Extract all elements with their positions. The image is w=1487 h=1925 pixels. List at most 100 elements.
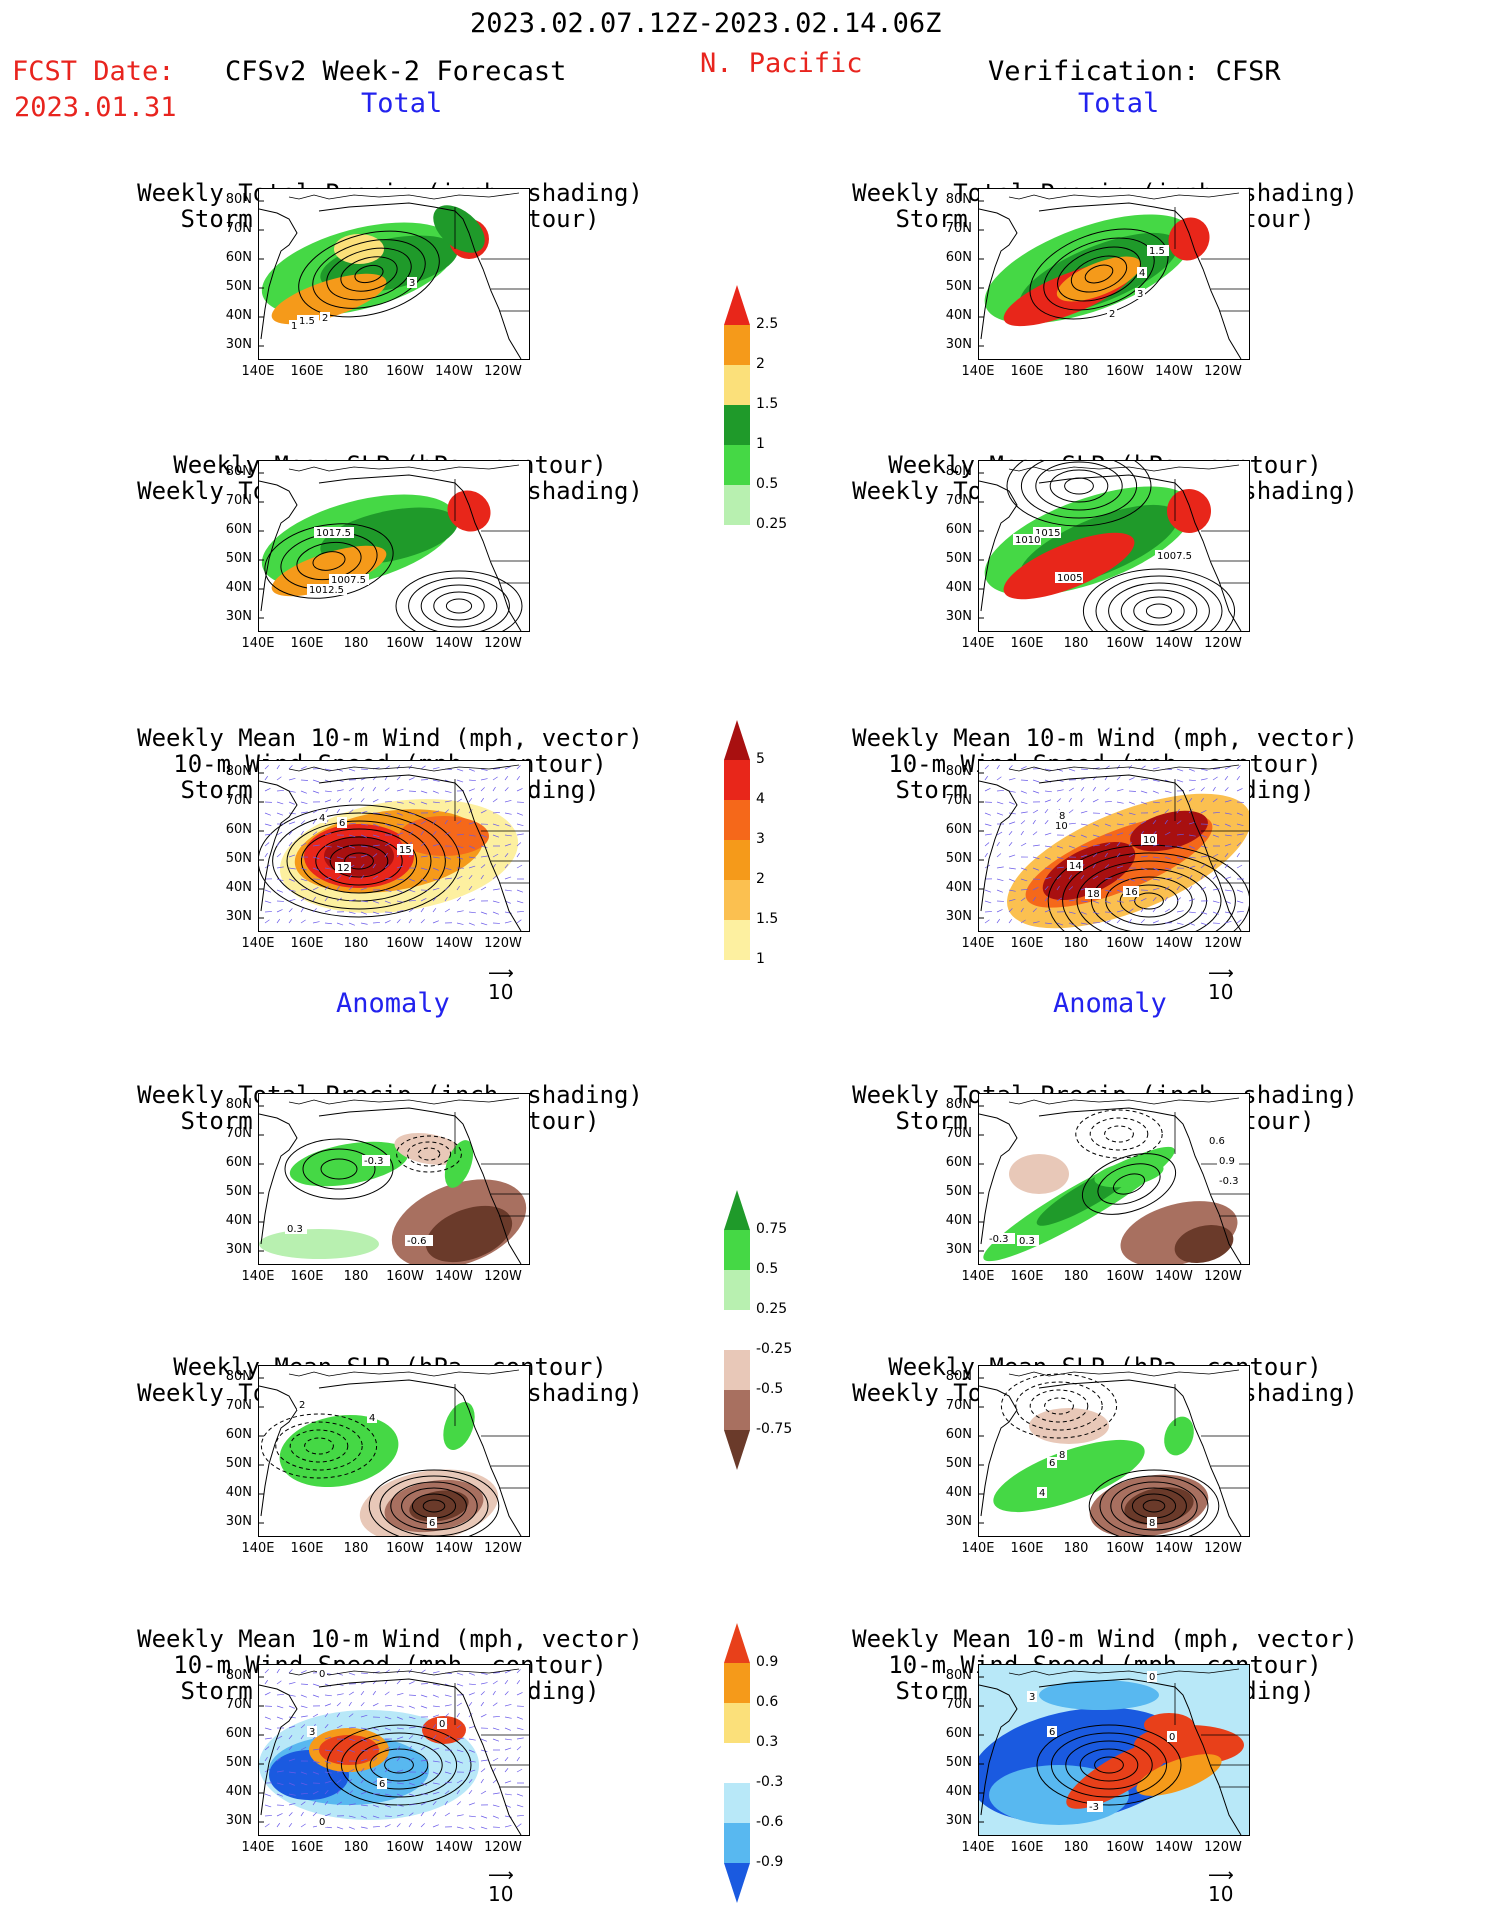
- contour-line: [1075, 1109, 1163, 1159]
- x-tick-label: 160E: [290, 1269, 324, 1284]
- section-anomaly-left: Anomaly: [336, 988, 450, 1019]
- y-tick-label: 80N: [225, 1668, 252, 1683]
- svg-text:0.6: 0.6: [1209, 1136, 1225, 1147]
- y-tick-label: 30N: [945, 909, 972, 924]
- map-plot-fc_precip: 31 1.5 2: [259, 192, 529, 359]
- y-tick-label: 50N: [225, 851, 252, 866]
- x-tick-label: 180: [1063, 1840, 1089, 1855]
- x-tick-label: 120W: [484, 636, 522, 651]
- coastline-arctic: [1008, 1668, 1240, 1676]
- colorbar-label: -0.5: [756, 1381, 784, 1397]
- svg-text:3: 3: [1029, 1692, 1035, 1703]
- contour-line: [1057, 246, 1141, 302]
- x-tick-label: 140W: [435, 1269, 473, 1284]
- shade-area: [1009, 1154, 1069, 1194]
- colorbar-label: 0.9: [756, 1654, 779, 1670]
- svg-text:-3: -3: [1089, 1802, 1099, 1813]
- x-tick-label: 180: [343, 936, 369, 951]
- x-tick-label: 160W: [1106, 636, 1144, 651]
- contour-line: [286, 820, 432, 902]
- y-tick-label: 70N: [945, 1126, 972, 1141]
- shade-area: [1094, 1160, 1164, 1188]
- y-tick-label: 30N: [225, 909, 252, 924]
- contour-label: 6: [1047, 1726, 1057, 1738]
- y-tick-label: 30N: [225, 609, 252, 624]
- x-tick-label: 140W: [1155, 1269, 1193, 1284]
- contour-line: [445, 598, 473, 614]
- x-tick-label: 120W: [1204, 636, 1242, 651]
- svg-text:4: 4: [1139, 268, 1145, 279]
- x-tick-label: 160E: [1010, 1840, 1044, 1855]
- colorbar-label: -0.3: [756, 1774, 784, 1790]
- map-panel-verification-precip-anomaly: 0.6 0.9 -0.3 -0.3 0.3: [978, 1093, 1250, 1265]
- colorbar-swatch: [724, 445, 750, 485]
- contour-line: [1062, 852, 1236, 931]
- y-tick-label: 60N: [225, 1427, 252, 1442]
- x-tick-label: 140E: [241, 1840, 275, 1855]
- y-tick-label: 60N: [225, 522, 252, 537]
- contour-line: [289, 1429, 349, 1463]
- x-tick-label: 160W: [386, 1840, 424, 1855]
- coastline-north-america: [318, 1379, 522, 1536]
- svg-text:0.9: 0.9: [1219, 1156, 1235, 1167]
- map-plot-ob_precip: 1.5 4 3 2: [979, 192, 1249, 359]
- colorbar-label: -0.25: [756, 1341, 793, 1357]
- contour-label: 1: [289, 320, 299, 332]
- section-total-right: Total: [1078, 88, 1160, 119]
- contour-line: [408, 577, 510, 631]
- x-tick-label: 120W: [484, 1541, 522, 1556]
- coastline-asia: [979, 1113, 1018, 1245]
- contour-label: 1007.5: [329, 574, 369, 586]
- coastline-north-america: [1038, 202, 1242, 359]
- coastline-asia: [259, 1385, 298, 1517]
- contour-line: [326, 1724, 472, 1806]
- contour-label: 0: [317, 1668, 327, 1680]
- vector-reference-ob-anomaly: ⟶ 10: [1208, 1865, 1234, 1907]
- svg-text:1.5: 1.5: [299, 316, 315, 327]
- svg-text:18: 18: [1087, 889, 1100, 900]
- y-tick-label: 80N: [945, 464, 972, 479]
- section-anomaly-right: Anomaly: [1053, 988, 1167, 1019]
- map-panel-forecast-precip: 3 1 1.5 2: [258, 188, 530, 360]
- contour-line: [1145, 603, 1173, 619]
- colorbar-swatch: [724, 880, 750, 920]
- x-tick-label: 160E: [290, 1840, 324, 1855]
- x-tick-label: 160W: [386, 936, 424, 951]
- x-tick-label: 180: [343, 364, 369, 379]
- contour-line: [1119, 884, 1179, 918]
- y-tick-label: 60N: [945, 1726, 972, 1741]
- y-tick-label: 30N: [225, 1813, 252, 1828]
- contour-label: 8: [1057, 1449, 1067, 1461]
- y-tick-label: 80N: [945, 1097, 972, 1112]
- contour-line: [1079, 1748, 1139, 1782]
- y-tick-label: 40N: [225, 580, 252, 595]
- svg-text:-0.6: -0.6: [407, 1236, 427, 1247]
- colorbar-swatch: [724, 1430, 750, 1470]
- x-tick-label: 140E: [241, 364, 275, 379]
- x-tick-label: 140E: [961, 1269, 995, 1284]
- svg-text:3: 3: [409, 278, 415, 289]
- x-tick-label: 120W: [1204, 1541, 1242, 1556]
- x-tick-label: 180: [1063, 1269, 1089, 1284]
- x-tick-label: 160W: [386, 1541, 424, 1556]
- contour-label: 2: [320, 312, 330, 324]
- contour-line: [1110, 1481, 1198, 1531]
- contour-label: 3: [1027, 1691, 1037, 1703]
- contour-line: [326, 247, 412, 301]
- map-plot-fa_slp: 2 4 6: [259, 1369, 529, 1536]
- y-tick-label: 60N: [945, 1155, 972, 1170]
- y-tick-label: 40N: [225, 308, 252, 323]
- x-tick-label: 120W: [484, 1269, 522, 1284]
- contour-line: [1070, 255, 1128, 293]
- contour-line: [355, 1740, 443, 1790]
- coastline-north-america: [1038, 1107, 1242, 1264]
- vector-reference-fc-anomaly: ⟶ 10: [488, 1865, 514, 1907]
- shade-area: [993, 1439, 1145, 1513]
- colorbar-label: 5: [756, 751, 765, 767]
- contour-line: [1036, 1724, 1182, 1806]
- svg-text:0.3: 0.3: [1019, 1236, 1035, 1247]
- section-total-left: Total: [361, 88, 443, 119]
- x-tick-label: 180: [343, 1840, 369, 1855]
